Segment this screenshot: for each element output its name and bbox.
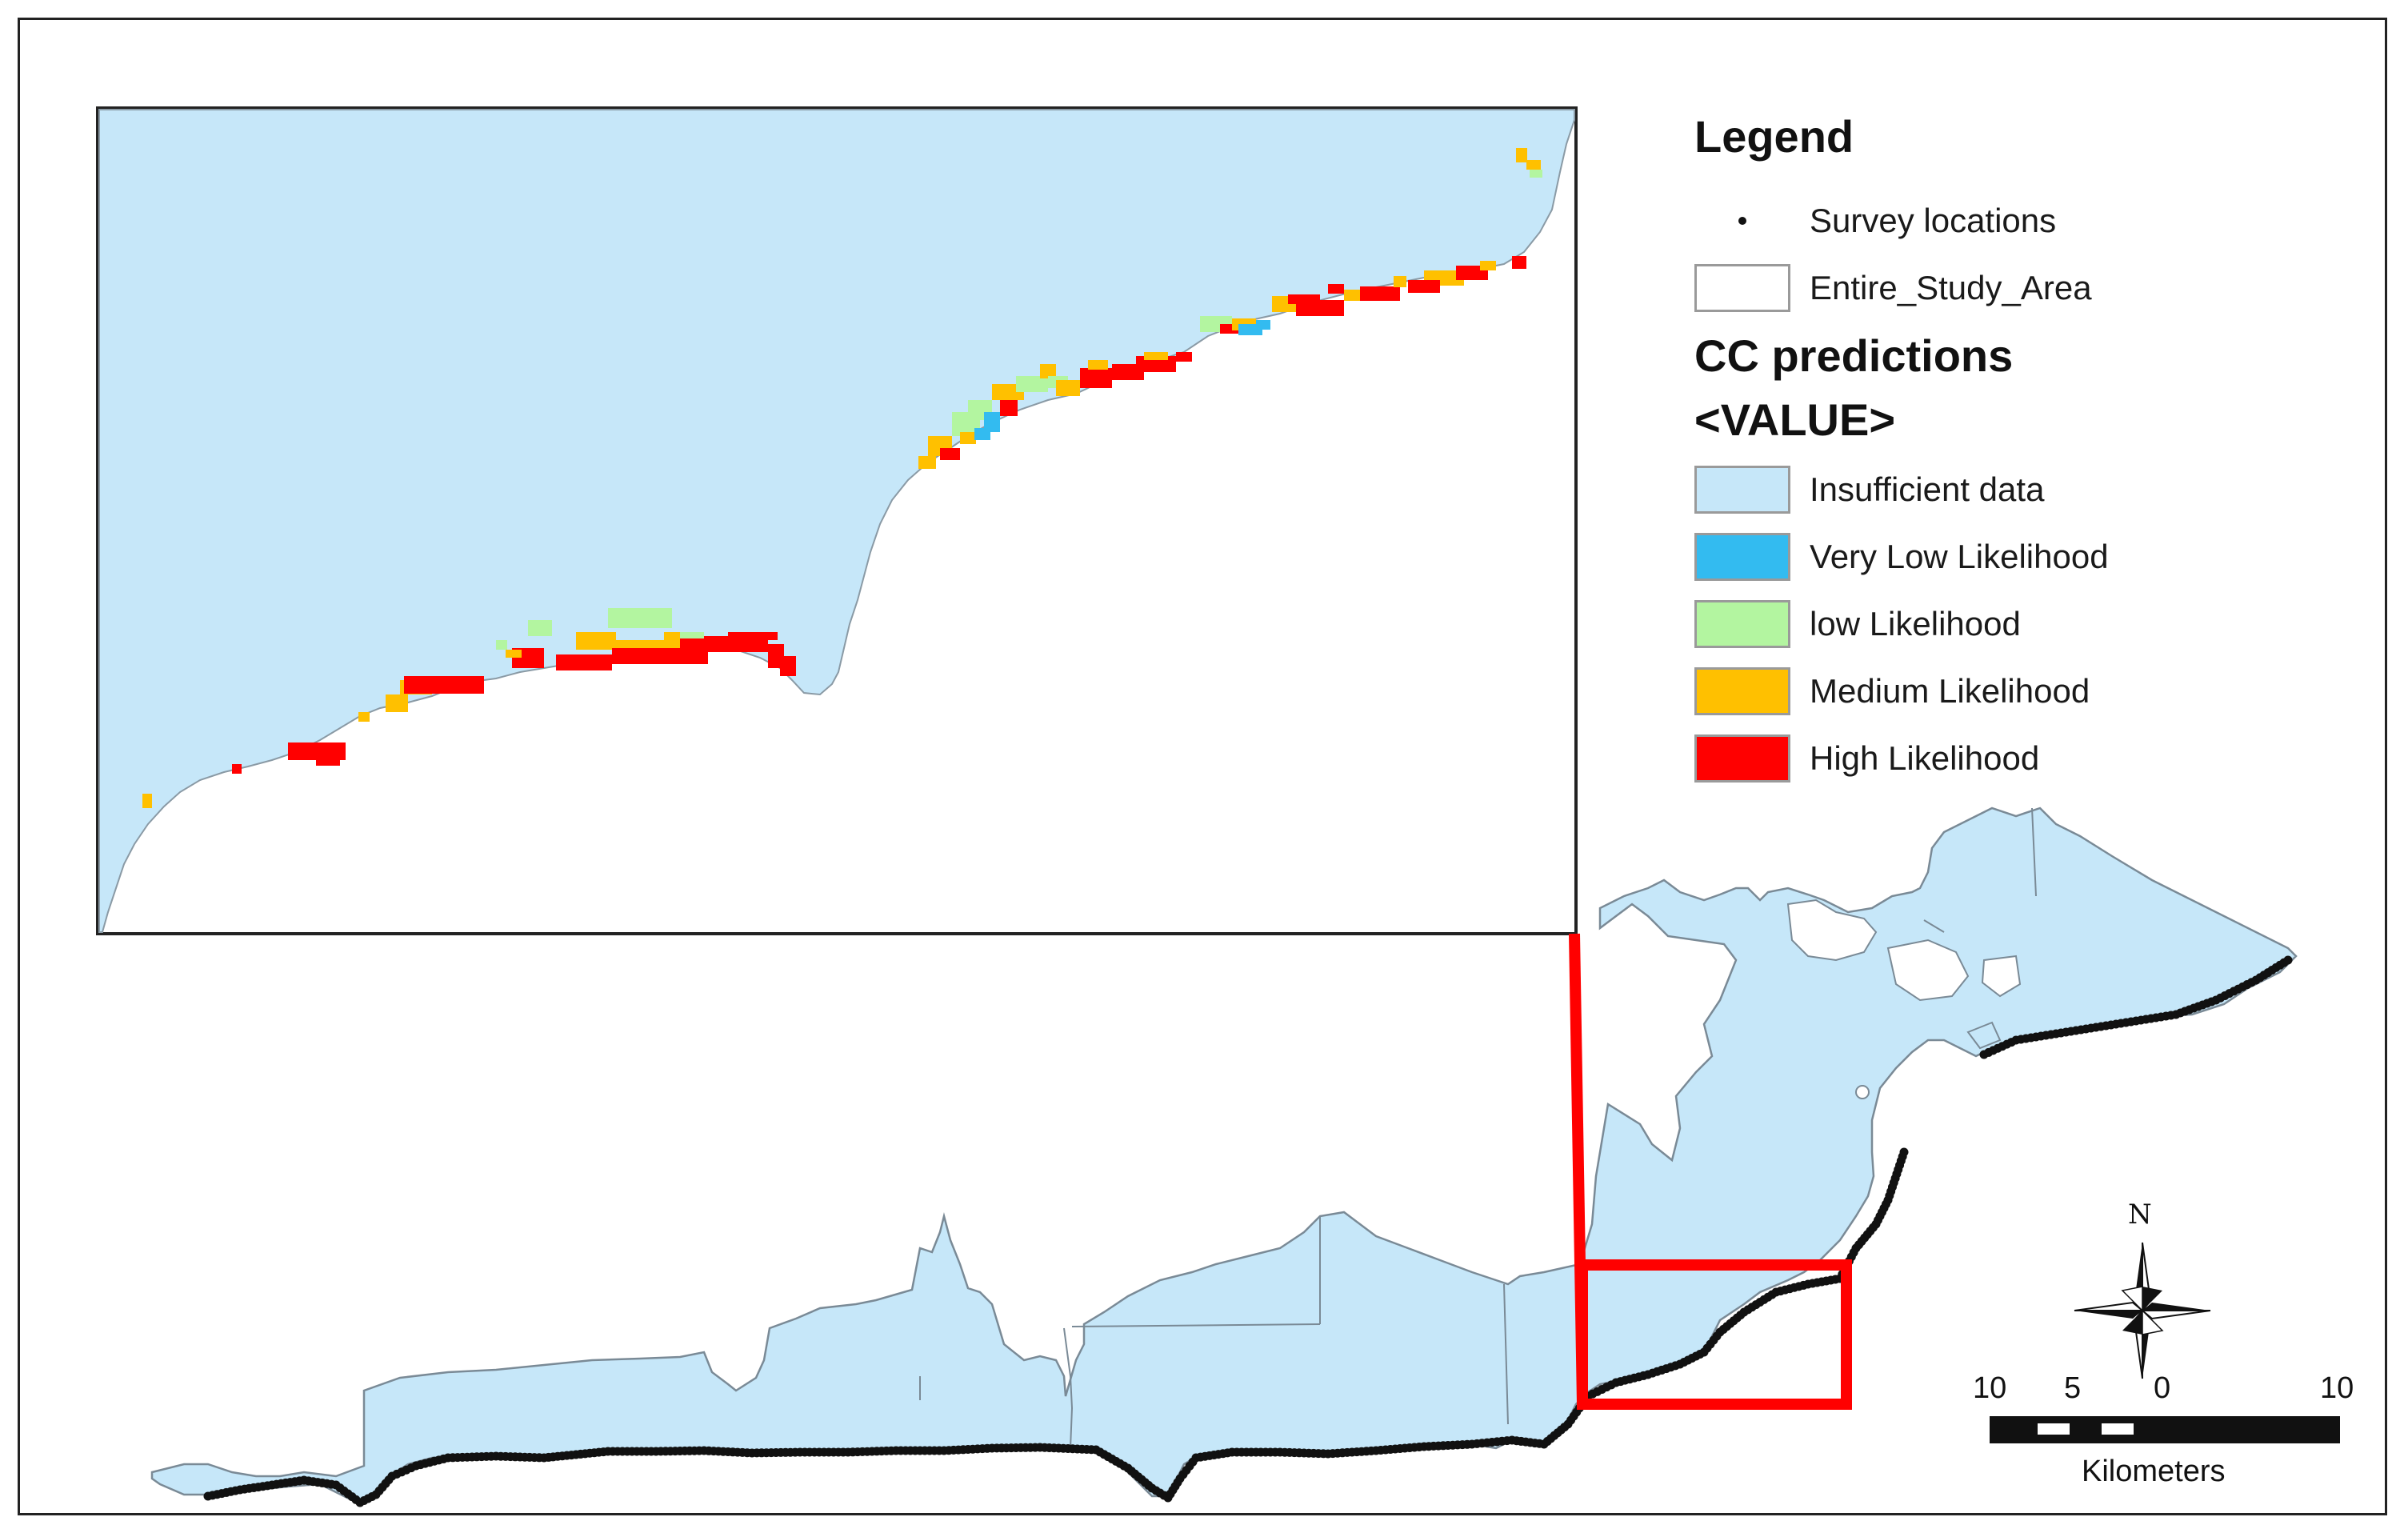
island xyxy=(1966,1021,2002,1050)
legend-label: Entire_Study_Area xyxy=(1810,269,2092,306)
study-area-land xyxy=(150,807,2298,1506)
municipal-boundaries xyxy=(919,807,2037,1449)
legend-item-class: High Likelihood xyxy=(1694,733,2039,784)
legend-title: Legend xyxy=(1694,111,1854,162)
legend-item-class: Insufficient data xyxy=(1694,464,2044,515)
north-label: N xyxy=(2128,1199,2152,1231)
scale-tick-label: 10 xyxy=(1973,1371,2007,1405)
predictions-heading: CC predictions xyxy=(1694,330,2014,381)
legend-item-class: low Likelihood xyxy=(1694,598,2021,650)
legend-item-class: Very Low Likelihood xyxy=(1694,531,2109,582)
legend-item-study-area: Entire_Study_Area xyxy=(1694,262,2092,314)
survey-point xyxy=(1899,1147,1909,1157)
scale-tick-label: 10 xyxy=(2320,1371,2354,1405)
inset-map xyxy=(96,106,1578,935)
main-map xyxy=(150,807,2298,1506)
legend-swatch xyxy=(1694,667,1790,715)
legend-item-class: Medium Likelihood xyxy=(1694,666,2090,717)
legend-swatch xyxy=(1694,466,1790,514)
value-heading: <VALUE> xyxy=(1694,394,1896,445)
survey-point xyxy=(2283,955,2293,965)
scale-tick-label: 5 xyxy=(2064,1371,2082,1405)
scale-tick-label: 0 xyxy=(2154,1371,2171,1405)
legend-label: low Likelihood xyxy=(1810,605,2021,642)
legend-swatch xyxy=(1694,600,1790,648)
scale-bar xyxy=(1990,1416,2340,1443)
inset-extent xyxy=(1569,933,1852,1410)
inset-extent-box xyxy=(1577,1259,1852,1410)
legend-label: Survey locations xyxy=(1810,202,2057,239)
legend-label: Insufficient data xyxy=(1810,470,2045,508)
survey-point-symbol xyxy=(1694,197,1790,245)
lagoons xyxy=(1786,899,2022,1099)
prediction-cells xyxy=(142,148,1542,808)
survey-points xyxy=(203,955,2293,1507)
legend-swatch xyxy=(1694,734,1790,783)
scale-unit-label: Kilometers xyxy=(2082,1455,2226,1488)
legend-swatch xyxy=(1694,533,1790,581)
north-arrow-icon xyxy=(2074,1242,2211,1379)
legend-label: High Likelihood xyxy=(1810,739,2040,777)
study-area-swatch xyxy=(1694,264,1790,312)
legend-label: Very Low Likelihood xyxy=(1810,538,2109,575)
legend-label: Medium Likelihood xyxy=(1810,672,2090,710)
legend-item-survey: Survey locations xyxy=(1694,195,2056,246)
